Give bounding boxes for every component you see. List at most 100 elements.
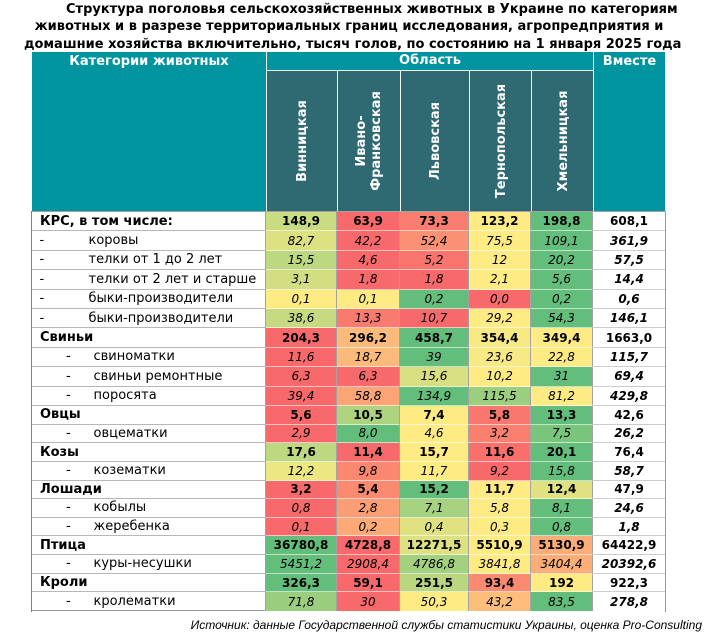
value-cell: 0,8 xyxy=(531,517,593,537)
table-row: Свиньи 204,3 296,2 458,7 354,4 349,4 1663,0 xyxy=(32,328,665,348)
value-cell: 12 xyxy=(469,250,531,271)
row-label: жеребенка xyxy=(93,519,170,535)
value-cell: 7,5 xyxy=(531,424,593,444)
indent-dash: - xyxy=(66,349,71,365)
value-cell: 4,6 xyxy=(337,250,400,271)
value-cell: 15,5 xyxy=(266,250,337,271)
value-cell: 15,7 xyxy=(400,443,469,462)
row-label-cell: - жеребенка xyxy=(32,517,266,537)
value-cell: 5,6 xyxy=(266,406,337,425)
value-cell: 5,8 xyxy=(469,406,531,425)
row-label: свиноматки xyxy=(93,349,175,365)
row-label-cell: - телки от 1 до 2 лет xyxy=(32,250,266,271)
table-row: - быки-производители 0,1 0,1 0,2 0,0 0,2 0,6 xyxy=(32,289,665,309)
value-cell: 5,6 xyxy=(531,270,593,290)
row-label: телки от 2 лет и старше xyxy=(88,271,257,287)
region-header-3: Львовская xyxy=(400,71,469,211)
value-cell: 58,8 xyxy=(337,386,400,406)
value-cell: 81,2 xyxy=(531,386,593,406)
region-header-1: Винницкая xyxy=(266,71,337,211)
row-label-cell: - быки-производители xyxy=(32,309,266,329)
table-row: - овцематки 2,9 8,0 4,6 3,2 7,5 26,2 xyxy=(32,424,665,444)
value-cell: 11,6 xyxy=(266,347,337,368)
value-cell: 50,3 xyxy=(400,592,469,611)
indent-dash: - xyxy=(66,594,71,610)
row-label-cell: Козы xyxy=(32,443,266,462)
value-cell: 22,8 xyxy=(531,347,593,368)
value-cell: 2,8 xyxy=(337,499,400,518)
table-row: КРС, в том числе: 148,9 63,9 73,3 123,2 198,8… xyxy=(32,212,665,232)
value-cell: 31 xyxy=(531,367,593,387)
row-label-cell: Свиньи xyxy=(32,328,266,348)
total-cell: 1,8 xyxy=(593,517,665,537)
value-cell: 10,7 xyxy=(400,309,469,329)
value-cell: 9,2 xyxy=(469,461,531,481)
row-label-cell: КРС, в том числе: xyxy=(32,212,266,232)
value-cell: 2908,4 xyxy=(337,555,400,574)
value-cell: 42,2 xyxy=(337,231,400,251)
value-cell: 15,2 xyxy=(400,480,469,500)
row-label: быки-производители xyxy=(88,291,234,307)
value-cell: 54,3 xyxy=(531,309,593,329)
region-header-4: Тернопольская xyxy=(469,71,531,211)
row-label: коровы xyxy=(88,233,139,249)
indent-dash: - xyxy=(66,556,71,572)
header-total: Вместе xyxy=(593,52,665,211)
value-cell: 4,6 xyxy=(400,424,469,444)
value-cell: 4786,8 xyxy=(400,555,469,574)
value-cell: 0,8 xyxy=(266,499,337,518)
value-cell: 3841,8 xyxy=(469,555,531,574)
header-oblast: Область xyxy=(266,52,593,71)
row-label-cell: - кобылы xyxy=(32,499,266,518)
value-cell: 8,1 xyxy=(531,499,593,518)
value-cell: 192 xyxy=(531,573,593,593)
value-cell: 71,8 xyxy=(266,592,337,611)
total-cell: 146,1 xyxy=(593,309,665,329)
value-cell: 134,9 xyxy=(400,386,469,406)
value-cell: 59,1 xyxy=(337,573,400,593)
total-cell: 14,4 xyxy=(593,270,665,290)
value-cell: 38,6 xyxy=(266,309,337,329)
table-row: - кролематки 71,8 30 50,3 43,2 83,5 278,8 xyxy=(32,592,665,611)
table-row: Лошади 3,2 5,4 15,2 11,7 12,4 47,9 xyxy=(32,480,665,500)
region-header-2: Ивано- Франковская xyxy=(337,71,400,211)
table-row: - поросята 39,4 58,8 134,9 115,5 81,2 429,8 xyxy=(32,386,665,406)
value-cell: 23,6 xyxy=(469,347,531,368)
total-cell: 0,6 xyxy=(593,289,665,309)
row-label: Свиньи xyxy=(40,330,94,346)
row-label: куры-несушки xyxy=(93,556,192,572)
value-cell: 11,7 xyxy=(469,480,531,500)
value-cell: 43,2 xyxy=(469,592,531,611)
livestock-table: Категории животных Область Вместе Винниц… xyxy=(31,52,666,612)
table-row: - свиноматки 11,6 18,7 39 23,6 22,8 115,7 xyxy=(32,347,665,368)
table-row: - быки-производители 38,6 13,3 10,7 29,2 54,3 1… xyxy=(32,309,665,329)
value-cell: 204,3 xyxy=(266,328,337,348)
row-label: Овцы xyxy=(40,407,81,423)
value-cell: 15,6 xyxy=(400,367,469,387)
value-cell: 11,6 xyxy=(469,443,531,462)
value-cell: 2,1 xyxy=(469,270,531,290)
row-label-cell: - быки-производители xyxy=(32,289,266,309)
row-label-cell: Птица xyxy=(32,536,266,556)
total-cell: 57,5 xyxy=(593,250,665,271)
value-cell: 5,4 xyxy=(337,480,400,500)
value-cell: 326,3 xyxy=(266,573,337,593)
value-cell: 0,3 xyxy=(469,517,531,537)
indent-dash: - xyxy=(39,291,45,307)
value-cell: 354,4 xyxy=(469,328,531,348)
row-label-cell: - поросята xyxy=(32,386,266,406)
value-cell: 0,1 xyxy=(266,517,337,537)
row-label: быки-производители xyxy=(88,310,234,326)
value-cell: 10,2 xyxy=(469,367,531,387)
value-cell: 63,9 xyxy=(337,212,400,232)
value-cell: 11,7 xyxy=(400,461,469,481)
title-line-1: Структура поголовья сельскохозяйственных… xyxy=(66,2,678,17)
row-label: Лошади xyxy=(40,481,102,497)
value-cell: 0,2 xyxy=(531,289,593,309)
value-cell: 15,8 xyxy=(531,461,593,481)
row-label-cell: - козематки xyxy=(32,461,266,481)
value-cell: 39 xyxy=(400,347,469,368)
value-cell: 18,7 xyxy=(337,347,400,368)
value-cell: 0,1 xyxy=(337,289,400,309)
row-label: поросята xyxy=(93,388,157,404)
